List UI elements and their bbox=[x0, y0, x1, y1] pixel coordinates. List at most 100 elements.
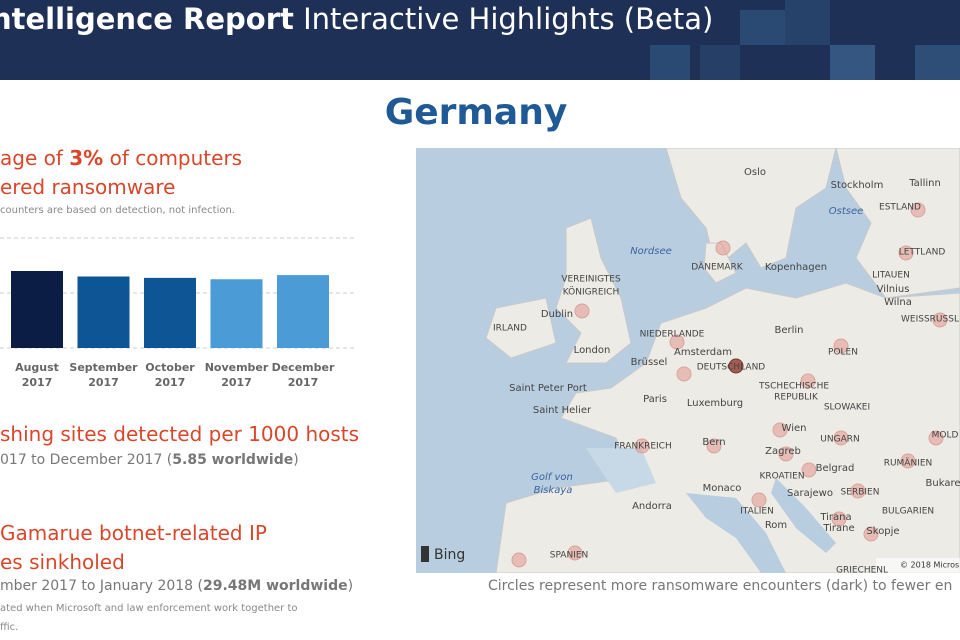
stat-note: ated when Microsoft and law enforcement … bbox=[0, 603, 298, 614]
map-label: SLOWAKEI bbox=[824, 403, 870, 413]
map-label: Brüssel bbox=[631, 357, 668, 368]
encounter-circle bbox=[898, 245, 914, 261]
map-label: FRANKREICH bbox=[614, 442, 672, 452]
map-label: London bbox=[574, 345, 611, 356]
encounter-circle bbox=[833, 338, 849, 354]
map-label: Nordsee bbox=[630, 246, 672, 257]
map-label: Berlin bbox=[774, 325, 803, 336]
map-label: Kopenhagen bbox=[765, 262, 827, 273]
bar bbox=[77, 276, 130, 348]
stat-headline: es sinkholed bbox=[0, 550, 125, 574]
map-label: DÄNEMARK bbox=[691, 262, 744, 273]
land-scandinavia bbox=[665, 148, 837, 269]
map-label: Wien bbox=[782, 423, 807, 434]
decor bbox=[650, 45, 690, 80]
map-label: Oslo bbox=[744, 167, 766, 178]
decor bbox=[785, 0, 830, 45]
x-tick-label: December 2017 bbox=[272, 361, 335, 389]
bing-mark bbox=[421, 546, 429, 562]
map-label: VEREINIGTES bbox=[561, 275, 621, 285]
map-label: WEISSRUSSL bbox=[901, 315, 959, 325]
encounter-circle bbox=[751, 492, 767, 508]
map-label: Biskaya bbox=[534, 485, 573, 496]
bing-logo: Bing bbox=[434, 547, 465, 563]
stat-headline: age of 3% of computers bbox=[0, 146, 242, 170]
copyright-bg bbox=[876, 558, 960, 573]
map-label: ESTLAND bbox=[879, 203, 921, 213]
map-label: Tallinn bbox=[908, 178, 941, 189]
encounter-circle bbox=[772, 422, 788, 438]
report-title: ntelligence Report Interactive Highlight… bbox=[0, 2, 713, 36]
x-tick-label: October 2017 bbox=[145, 361, 195, 389]
map-label: REPUBLIK bbox=[774, 393, 819, 403]
map-label: TSCHECHISCHE bbox=[758, 382, 829, 392]
encounter-circle bbox=[928, 430, 944, 446]
encounter-circle bbox=[634, 438, 650, 454]
map-label: Wilna bbox=[884, 297, 912, 308]
text: of computers bbox=[103, 146, 243, 170]
encounter-circle bbox=[833, 430, 849, 446]
stat-note: ffic. bbox=[0, 622, 19, 633]
encounter-circle bbox=[676, 366, 692, 382]
map-label: Saint Peter Port bbox=[509, 383, 587, 394]
map-label: DEUTSCHLAND bbox=[697, 363, 766, 373]
map-label: Paris bbox=[643, 394, 667, 405]
land-ireland bbox=[485, 297, 557, 359]
map-caption: Circles represent more ransomware encoun… bbox=[488, 578, 953, 594]
country-heading: Germany bbox=[384, 92, 568, 133]
encounter-circle bbox=[863, 526, 879, 542]
map-label: Bukare bbox=[926, 478, 960, 489]
encounter-circle bbox=[706, 438, 722, 454]
map-label: Bern bbox=[702, 437, 725, 448]
bar bbox=[144, 277, 196, 348]
map-label: NIEDERLANDE bbox=[640, 330, 705, 340]
map-label: LITAUEN bbox=[872, 271, 910, 281]
map-label: UNGARN bbox=[820, 435, 859, 445]
map-label: Monaco bbox=[703, 483, 742, 494]
map-label: Saint Helier bbox=[533, 405, 592, 416]
stat-note: counters are based on detection, not inf… bbox=[0, 205, 235, 216]
map-label: RUMÄNIEN bbox=[884, 458, 933, 469]
encounter-circle bbox=[900, 453, 916, 469]
map-label: Sarajewo bbox=[787, 488, 833, 499]
map: Oslo Stockholm Tallinn Ostsee ESTLAND Nordsee… bbox=[416, 148, 960, 573]
land-baltic bbox=[835, 148, 960, 299]
x-tick-label: August 2017 bbox=[15, 361, 59, 389]
map-copyright: © 2018 Micros bbox=[900, 561, 959, 570]
decor bbox=[700, 45, 740, 80]
map-label: KÖNIGREICH bbox=[563, 287, 620, 298]
encounter-circle bbox=[715, 240, 731, 256]
stat-sub: mber 2017 to January 2018 (29.48M worldw… bbox=[0, 578, 353, 594]
text: ) bbox=[347, 578, 354, 594]
map-label: Dublin bbox=[541, 309, 573, 320]
highlight: 3% bbox=[69, 146, 104, 170]
map-label: GRIECHENL bbox=[836, 566, 888, 574]
stat-sub: 017 to December 2017 (5.85 worldwide) bbox=[0, 452, 299, 468]
sea-tyrrhenian bbox=[686, 493, 786, 573]
encounter-circle bbox=[850, 483, 866, 499]
map-label: POLEN bbox=[828, 348, 858, 358]
encounter-circle bbox=[932, 312, 948, 328]
map-label: Belgrad bbox=[816, 463, 855, 474]
text: age of bbox=[0, 146, 70, 170]
text: mber 2017 to January 2018 ( bbox=[0, 578, 203, 594]
map-label: Ostsee bbox=[829, 206, 864, 217]
land-continent bbox=[495, 282, 960, 573]
bar bbox=[277, 275, 329, 348]
map-label: Andorra bbox=[632, 501, 672, 512]
stat-headline: ered ransomware bbox=[0, 175, 176, 199]
encounter-circle bbox=[567, 545, 583, 561]
encounter-circle bbox=[800, 373, 816, 389]
encounter-circle bbox=[910, 202, 926, 218]
title-rest: Interactive Highlights (Beta) bbox=[303, 2, 714, 36]
land-britain bbox=[555, 217, 632, 364]
x-tick-label: September 2017 bbox=[69, 361, 138, 389]
encounter-circle bbox=[778, 446, 794, 462]
encounter-circle bbox=[669, 334, 685, 350]
text: ) bbox=[293, 452, 299, 468]
decor bbox=[740, 10, 785, 45]
encounter-circle bbox=[801, 462, 817, 478]
map-label: SPANIEN bbox=[550, 551, 589, 561]
map-label: Stockholm bbox=[831, 180, 884, 191]
